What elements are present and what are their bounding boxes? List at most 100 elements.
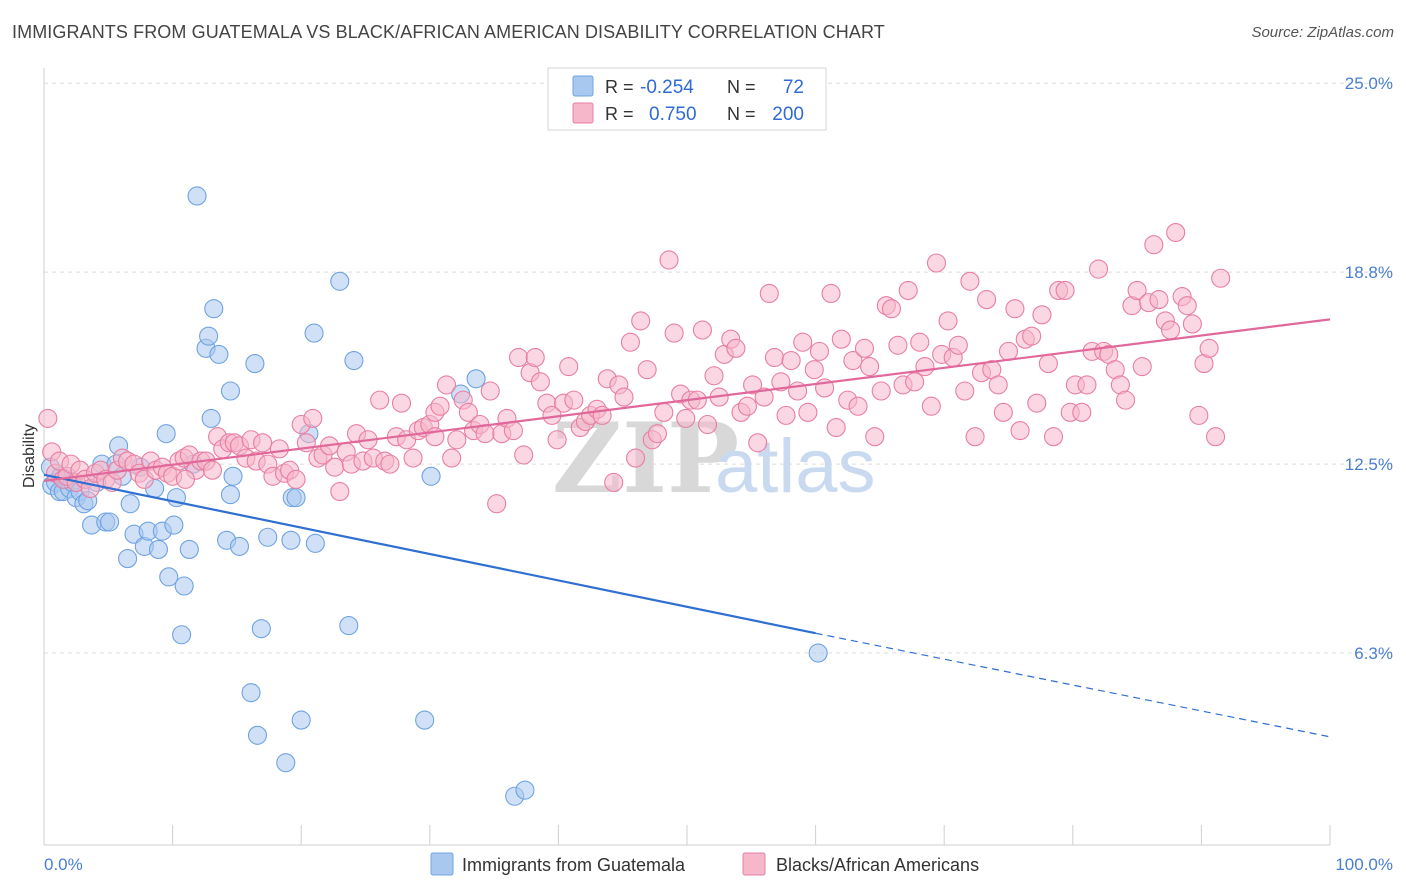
stats-swatch-pink xyxy=(572,102,594,124)
chart-title: IMMIGRANTS FROM GUATEMALA VS BLACK/AFRIC… xyxy=(12,22,885,42)
black-point xyxy=(1010,421,1030,441)
y-tick-label: 12.5% xyxy=(1345,455,1393,474)
black-point xyxy=(898,280,918,300)
guatemala-trend-line xyxy=(43,473,816,635)
black-point xyxy=(626,448,646,468)
guatemala-point xyxy=(286,488,306,508)
black-point xyxy=(530,372,550,392)
black-point xyxy=(921,396,941,416)
black-point xyxy=(1211,268,1231,288)
stats-r-label-pink: R = xyxy=(605,104,634,124)
black-point xyxy=(965,427,985,447)
black-point xyxy=(871,381,891,401)
guatemala-point xyxy=(118,549,138,569)
black-point xyxy=(620,332,640,352)
guatemala-point xyxy=(199,326,219,346)
black-point xyxy=(514,445,534,465)
black-point xyxy=(1005,299,1025,319)
guatemala-point xyxy=(515,780,535,800)
black-point xyxy=(821,283,841,304)
black-point xyxy=(1077,375,1097,395)
black-point xyxy=(854,338,875,358)
trend-lines xyxy=(43,318,1331,738)
black-point xyxy=(881,299,902,319)
source-label: Source: ZipAtlas.com xyxy=(1251,24,1394,41)
black-point xyxy=(637,360,657,380)
legend-label-black: Blacks/African Americans xyxy=(776,855,979,875)
black-point xyxy=(737,396,757,416)
black-point xyxy=(253,433,273,453)
black-point xyxy=(726,338,746,358)
stats-n-label-pink: N = xyxy=(727,104,756,124)
black-point xyxy=(998,341,1019,361)
black-point xyxy=(1166,222,1186,243)
black-point xyxy=(771,372,791,392)
black-point xyxy=(391,393,412,413)
black-point xyxy=(993,402,1013,422)
guatemala-point xyxy=(223,466,243,486)
y-tick-label: 25.0% xyxy=(1345,74,1393,93)
black-point xyxy=(977,290,997,310)
black-point xyxy=(1038,354,1058,374)
guatemala-point xyxy=(251,619,271,639)
black-point xyxy=(1027,393,1047,413)
guatemala-point xyxy=(281,530,301,550)
black-point xyxy=(480,381,500,401)
guatemala-point xyxy=(220,381,241,401)
guatemala-point xyxy=(339,616,359,636)
watermark-atlas: atlas xyxy=(715,424,876,509)
black-point xyxy=(1115,390,1136,410)
black-point xyxy=(910,332,930,352)
black-point xyxy=(759,283,779,304)
stats-r-value-pink: 0.750 xyxy=(649,104,697,125)
black-point xyxy=(631,311,651,331)
black-point xyxy=(508,347,529,368)
guatemala-point xyxy=(344,350,364,371)
black-point xyxy=(503,421,523,441)
black-point xyxy=(704,366,724,386)
stats-swatch-blue xyxy=(572,75,594,97)
black-point xyxy=(286,469,306,489)
black-point xyxy=(754,387,774,407)
guatemala-point xyxy=(100,512,120,532)
guatemala-point xyxy=(245,354,265,374)
x-tick-marks xyxy=(43,825,1331,845)
black-point xyxy=(380,454,400,474)
guatemala-point xyxy=(305,533,325,553)
x-tick-label-max: 100.0% xyxy=(1335,855,1393,874)
black-point xyxy=(325,457,345,477)
guatemala-point xyxy=(159,567,179,587)
black-point xyxy=(798,402,818,422)
stats-n-label-blue: N = xyxy=(727,77,756,97)
black-point xyxy=(809,341,830,361)
black-point xyxy=(764,347,784,368)
stats-legend-box xyxy=(547,67,827,131)
guatemala-point xyxy=(172,625,192,645)
black-point xyxy=(692,320,712,340)
guatemala-point xyxy=(276,753,296,773)
black-point xyxy=(843,350,863,371)
guatemala-point xyxy=(179,539,199,559)
legend-swatch-guatemala xyxy=(430,852,454,876)
black-point xyxy=(1055,280,1075,300)
black-point xyxy=(1177,296,1197,316)
black-point xyxy=(403,448,423,468)
stats-r-label-blue: R = xyxy=(605,77,634,97)
black-point xyxy=(1132,357,1152,377)
black-point xyxy=(888,335,908,355)
guatemala-trend-extension xyxy=(815,632,1331,738)
black-point xyxy=(370,390,390,410)
black-point xyxy=(926,253,947,273)
stats-n-value-pink: 200 xyxy=(772,104,804,125)
y-tick-labels: 6.3% 12.5% 18.8% 25.0% xyxy=(1345,74,1393,663)
y-tick-label: 18.8% xyxy=(1345,263,1393,282)
black-point xyxy=(303,408,323,428)
black-point xyxy=(776,405,796,425)
black-point xyxy=(748,433,768,453)
black-point xyxy=(442,448,462,468)
black-point xyxy=(865,427,885,447)
guatemala-point xyxy=(415,710,435,730)
black-point xyxy=(604,472,624,492)
black-trend-line xyxy=(43,318,1331,482)
